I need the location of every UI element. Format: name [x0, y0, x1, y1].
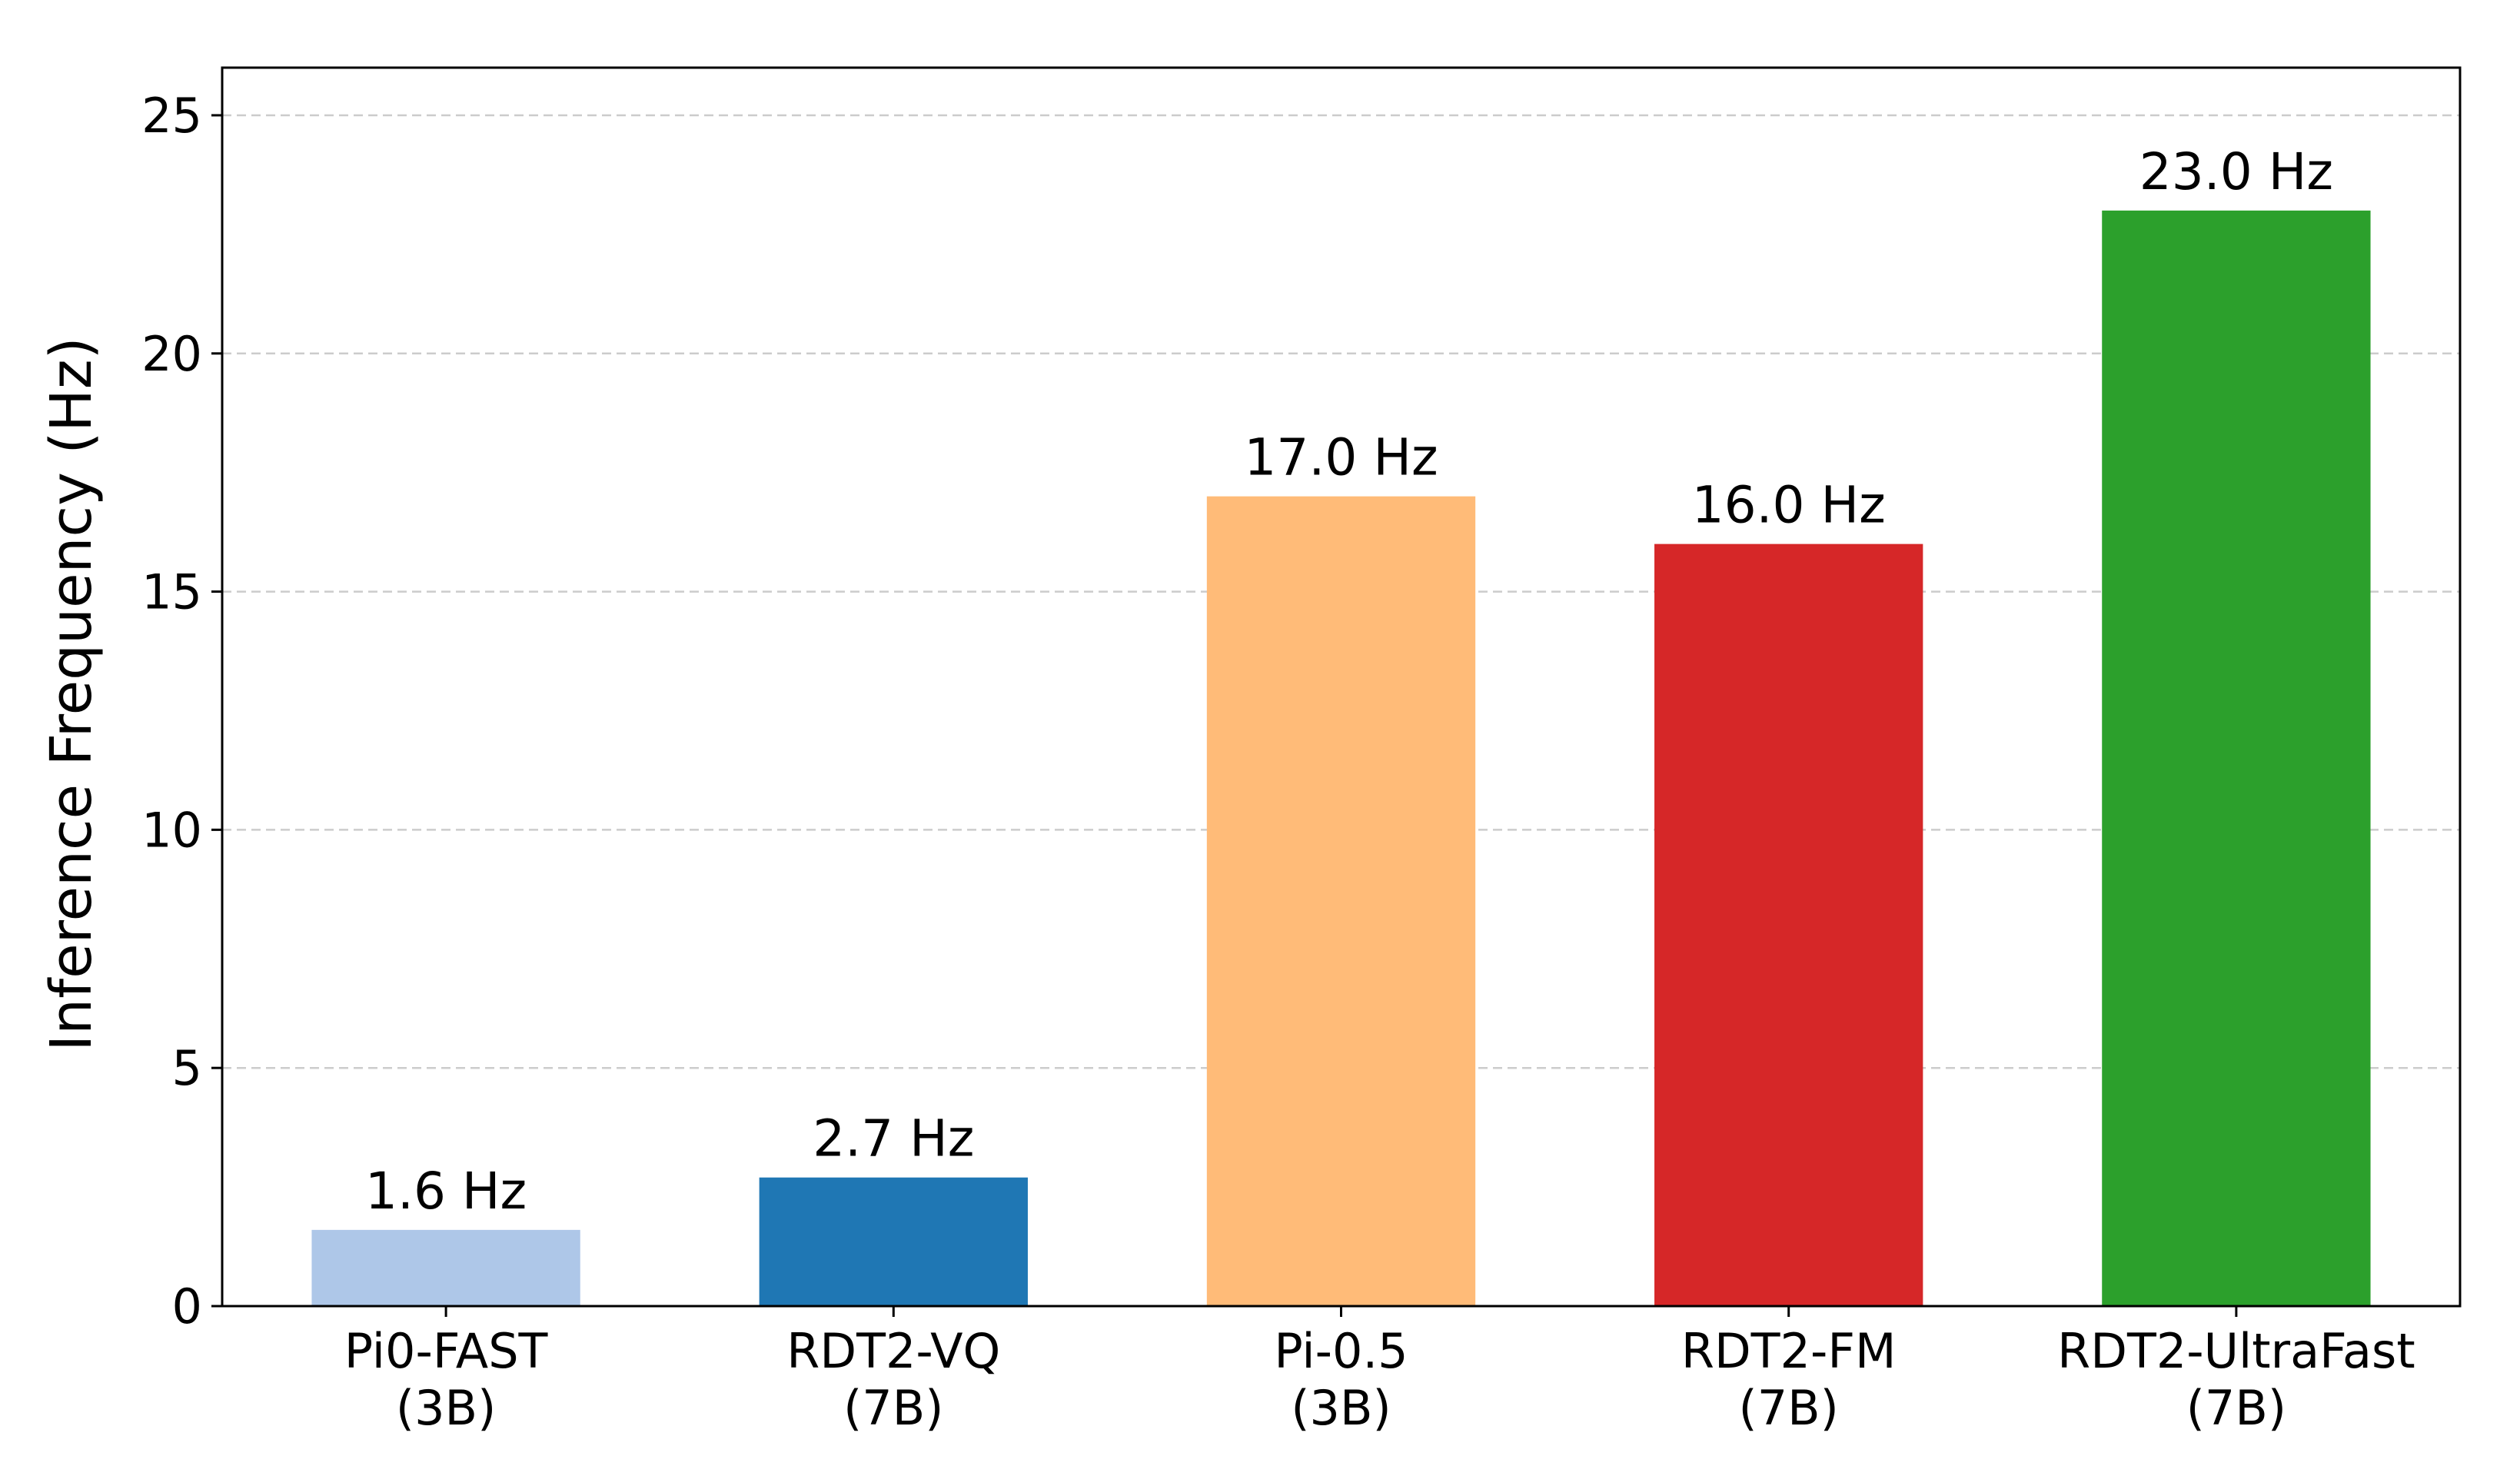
bar: [2102, 210, 2371, 1306]
bar: [311, 1229, 580, 1306]
x-tick-label: (7B): [2186, 1380, 2286, 1436]
bar-value-label: 1.6 Hz: [365, 1162, 527, 1221]
bar-value-label: 17.0 Hz: [1244, 428, 1438, 487]
x-tick-label: RDT2-FM: [1681, 1323, 1897, 1379]
y-tick-label: 5: [172, 1040, 202, 1096]
x-tick-label: (7B): [1739, 1380, 1839, 1436]
bar-value-label: 2.7 Hz: [813, 1109, 974, 1168]
y-tick-label: 0: [172, 1278, 202, 1335]
y-tick-label: 25: [141, 88, 202, 144]
x-tick-label: (3B): [1291, 1380, 1391, 1436]
bar: [1654, 544, 1923, 1306]
y-tick-label: 10: [141, 802, 202, 858]
y-axis-title: Inference Frequency (Hz): [38, 337, 105, 1051]
x-axis-ticks: Pi0-FAST(3B)RDT2-VQ(7B)Pi-0.5(3B)RDT2-FM…: [344, 1306, 2415, 1436]
y-tick-label: 15: [141, 564, 202, 620]
y-tick-label: 20: [141, 326, 202, 382]
bar: [1206, 496, 1476, 1307]
data-labels: 1.6 Hz 2.7 Hz 17.0 Hz 16.0 Hz 23.0 Hz: [365, 142, 2333, 1221]
bar: [759, 1177, 1028, 1306]
bars: [311, 210, 2371, 1307]
y-axis-ticks: 0 5 10 15 20 25: [141, 88, 222, 1335]
x-tick-label: RDT2-VQ: [786, 1323, 1000, 1379]
x-tick-label: (7B): [843, 1380, 943, 1436]
x-tick-label: Pi-0.5: [1274, 1323, 1408, 1379]
bar-value-label: 23.0 Hz: [2139, 142, 2333, 201]
x-tick-label: (3B): [396, 1380, 496, 1436]
bar-value-label: 16.0 Hz: [1692, 476, 1886, 535]
x-tick-label: Pi0-FAST: [344, 1323, 549, 1379]
x-tick-label: RDT2-UltraFast: [2057, 1323, 2415, 1379]
